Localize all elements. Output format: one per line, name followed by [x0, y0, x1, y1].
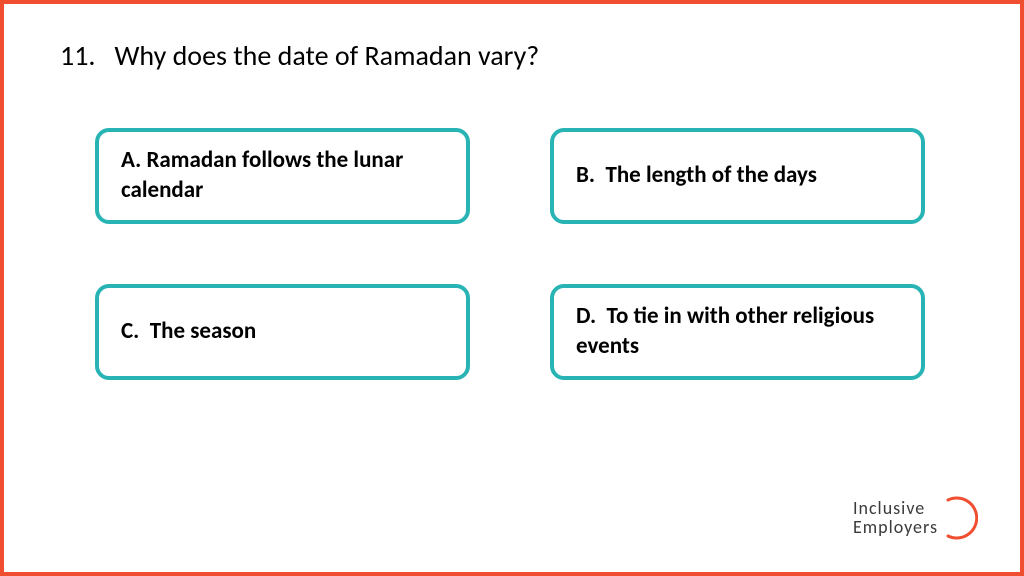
- question-body: Why does the date of Ramadan vary?: [114, 38, 539, 73]
- question-text: 11. Why does the date of Ramadan vary?: [60, 38, 539, 73]
- logo-text: Inclusive Employers: [853, 499, 938, 537]
- inclusive-employers-logo: Inclusive Employers: [853, 494, 978, 542]
- quiz-slide: 11. Why does the date of Ramadan vary? A…: [0, 0, 1024, 576]
- options-grid: A. Ramadan follows the lunar calendar B.…: [95, 128, 925, 380]
- question-number: 11.: [60, 38, 95, 73]
- option-d[interactable]: D. To tie in with other religious events: [550, 284, 925, 380]
- option-b[interactable]: B. The length of the days: [550, 128, 925, 224]
- option-c[interactable]: C. The season: [95, 284, 470, 380]
- option-b-label: B. The length of the days: [576, 161, 817, 191]
- option-a-label: A. Ramadan follows the lunar calendar: [121, 146, 444, 206]
- logo-arc-icon: [930, 494, 978, 542]
- option-c-label: C. The season: [121, 317, 256, 347]
- option-d-label: D. To tie in with other religious events: [576, 302, 899, 362]
- option-a[interactable]: A. Ramadan follows the lunar calendar: [95, 128, 470, 224]
- logo-line2: Employers: [853, 518, 938, 537]
